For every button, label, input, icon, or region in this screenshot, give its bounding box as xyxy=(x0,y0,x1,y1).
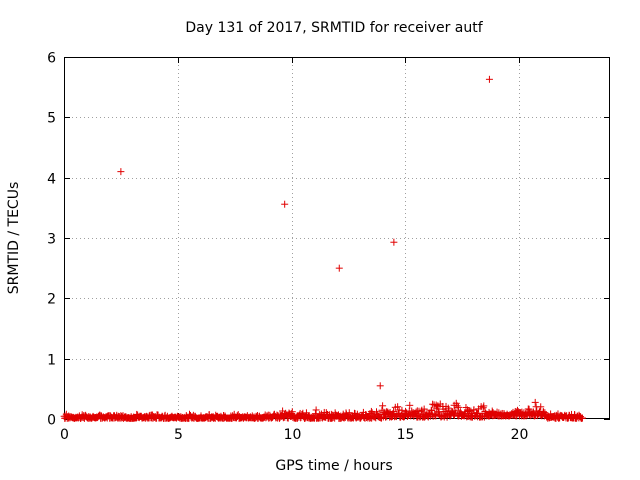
baseline-point xyxy=(454,403,462,411)
x-tick-labels: 0 5 10 15 20 xyxy=(60,427,528,443)
y-tick-label: 3 xyxy=(47,232,56,248)
x-tick-label: 20 xyxy=(511,427,529,443)
baseline-point xyxy=(537,403,545,411)
baseline-point xyxy=(525,405,533,413)
baseline-point xyxy=(453,402,461,410)
x-tick-label: 15 xyxy=(397,427,415,443)
baseline-point xyxy=(578,414,586,422)
baseline-point xyxy=(488,407,496,415)
y-tick-label: 5 xyxy=(47,111,56,127)
baseline-point xyxy=(531,398,539,406)
baseline-point xyxy=(390,407,398,415)
grid-lines xyxy=(64,57,610,419)
outlier-point xyxy=(117,168,125,176)
outlier-point xyxy=(485,75,493,83)
x-axis-title: GPS time / hours xyxy=(275,458,392,474)
outlier-point xyxy=(281,200,289,208)
y-tick-label: 2 xyxy=(47,292,56,308)
baseline-point xyxy=(406,401,414,409)
baseline-point xyxy=(493,408,501,416)
baseline-point xyxy=(412,408,420,416)
outlier-point xyxy=(390,238,398,246)
baseline-point xyxy=(312,406,320,414)
baseline-point xyxy=(429,400,437,408)
x-tick-label: 0 xyxy=(60,427,69,443)
x-tick-label: 10 xyxy=(284,427,302,443)
baseline-point xyxy=(479,404,487,412)
y-axis-title: SRMTID / TECUs xyxy=(6,182,22,295)
data-points xyxy=(60,75,586,422)
baseline-point xyxy=(529,408,537,416)
baseline-point xyxy=(456,408,464,416)
baseline-point xyxy=(451,406,459,414)
y-tick-label: 4 xyxy=(47,172,56,188)
y-tick-label: 0 xyxy=(47,413,56,429)
baseline-point xyxy=(345,409,353,417)
baseline-point xyxy=(445,406,453,414)
baseline-point xyxy=(398,406,406,414)
chart-title: Day 131 of 2017, SRMTID for receiver aut… xyxy=(185,20,483,36)
baseline-point xyxy=(379,402,387,410)
baseline-point xyxy=(434,408,442,416)
outlier-point xyxy=(376,382,384,390)
baseline-point xyxy=(432,412,440,420)
baseline-point xyxy=(288,408,296,416)
y-tick-label: 6 xyxy=(47,51,56,67)
baseline-point xyxy=(420,405,428,413)
baseline-point xyxy=(394,403,402,411)
outlier-point xyxy=(335,264,343,272)
x-tick-label: 5 xyxy=(174,427,183,443)
y-tick-label: 1 xyxy=(47,353,56,369)
y-tick-labels: 0 1 2 3 4 5 6 xyxy=(47,51,56,429)
baseline-point xyxy=(480,402,488,410)
